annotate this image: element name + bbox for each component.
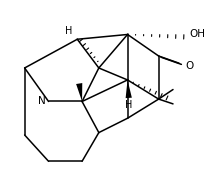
Text: OH: OH bbox=[190, 29, 206, 40]
Text: H: H bbox=[65, 26, 73, 36]
Polygon shape bbox=[126, 80, 132, 98]
Text: O: O bbox=[185, 61, 193, 71]
Text: N: N bbox=[38, 96, 46, 107]
Text: H: H bbox=[125, 100, 132, 110]
Polygon shape bbox=[76, 83, 82, 101]
